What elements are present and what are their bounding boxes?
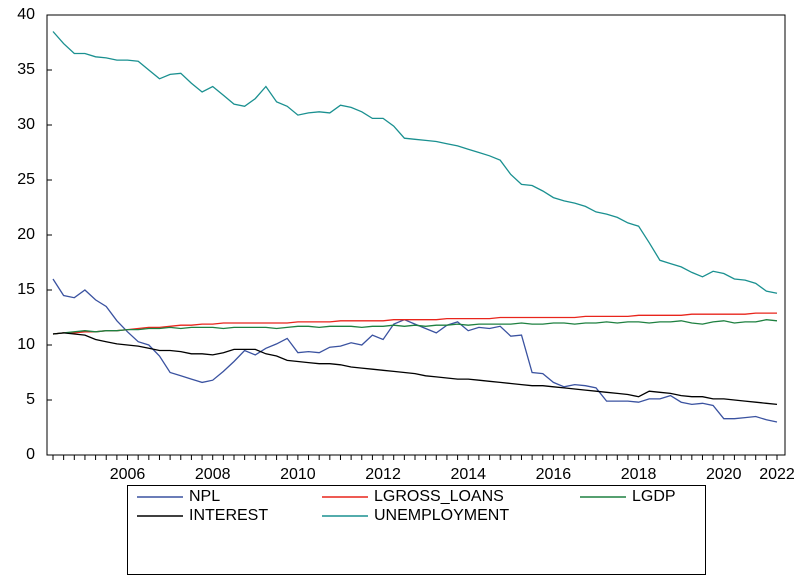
y-tick-label: 0 [26,446,35,463]
legend-label: UNEMPLOYMENT [374,507,509,524]
y-tick-label: 40 [17,6,35,23]
y-tick-label: 30 [17,116,35,133]
legend-label: NPL [189,488,220,505]
series-line [52,312,777,335]
series-line [52,278,778,423]
x-tick-label: 2018 [621,466,657,483]
y-tick-label: 10 [17,336,35,353]
x-tick-label: 2008 [195,466,231,483]
x-tick-label: 2006 [110,466,146,483]
series-line [52,332,778,406]
y-tick-label: 15 [17,281,35,298]
legend-label: INTEREST [189,507,268,524]
legend-label: LGROSS_LOANS [374,488,504,505]
x-tick-label: 2020 [706,466,742,483]
x-tick-label: 2022 [759,466,795,483]
x-tick-label: 2014 [450,466,486,483]
legend-label: LGDP [632,488,676,505]
x-tick-label: 2010 [280,466,316,483]
series-line [52,31,778,294]
x-tick-label: 2016 [536,466,572,483]
y-tick-label: 25 [17,171,35,188]
y-tick-label: 20 [17,226,35,243]
plot-frame [46,14,786,456]
y-tick-label: 5 [26,391,35,408]
y-tick-label: 35 [17,61,35,78]
x-tick-label: 2012 [365,466,401,483]
series-line [52,319,778,335]
